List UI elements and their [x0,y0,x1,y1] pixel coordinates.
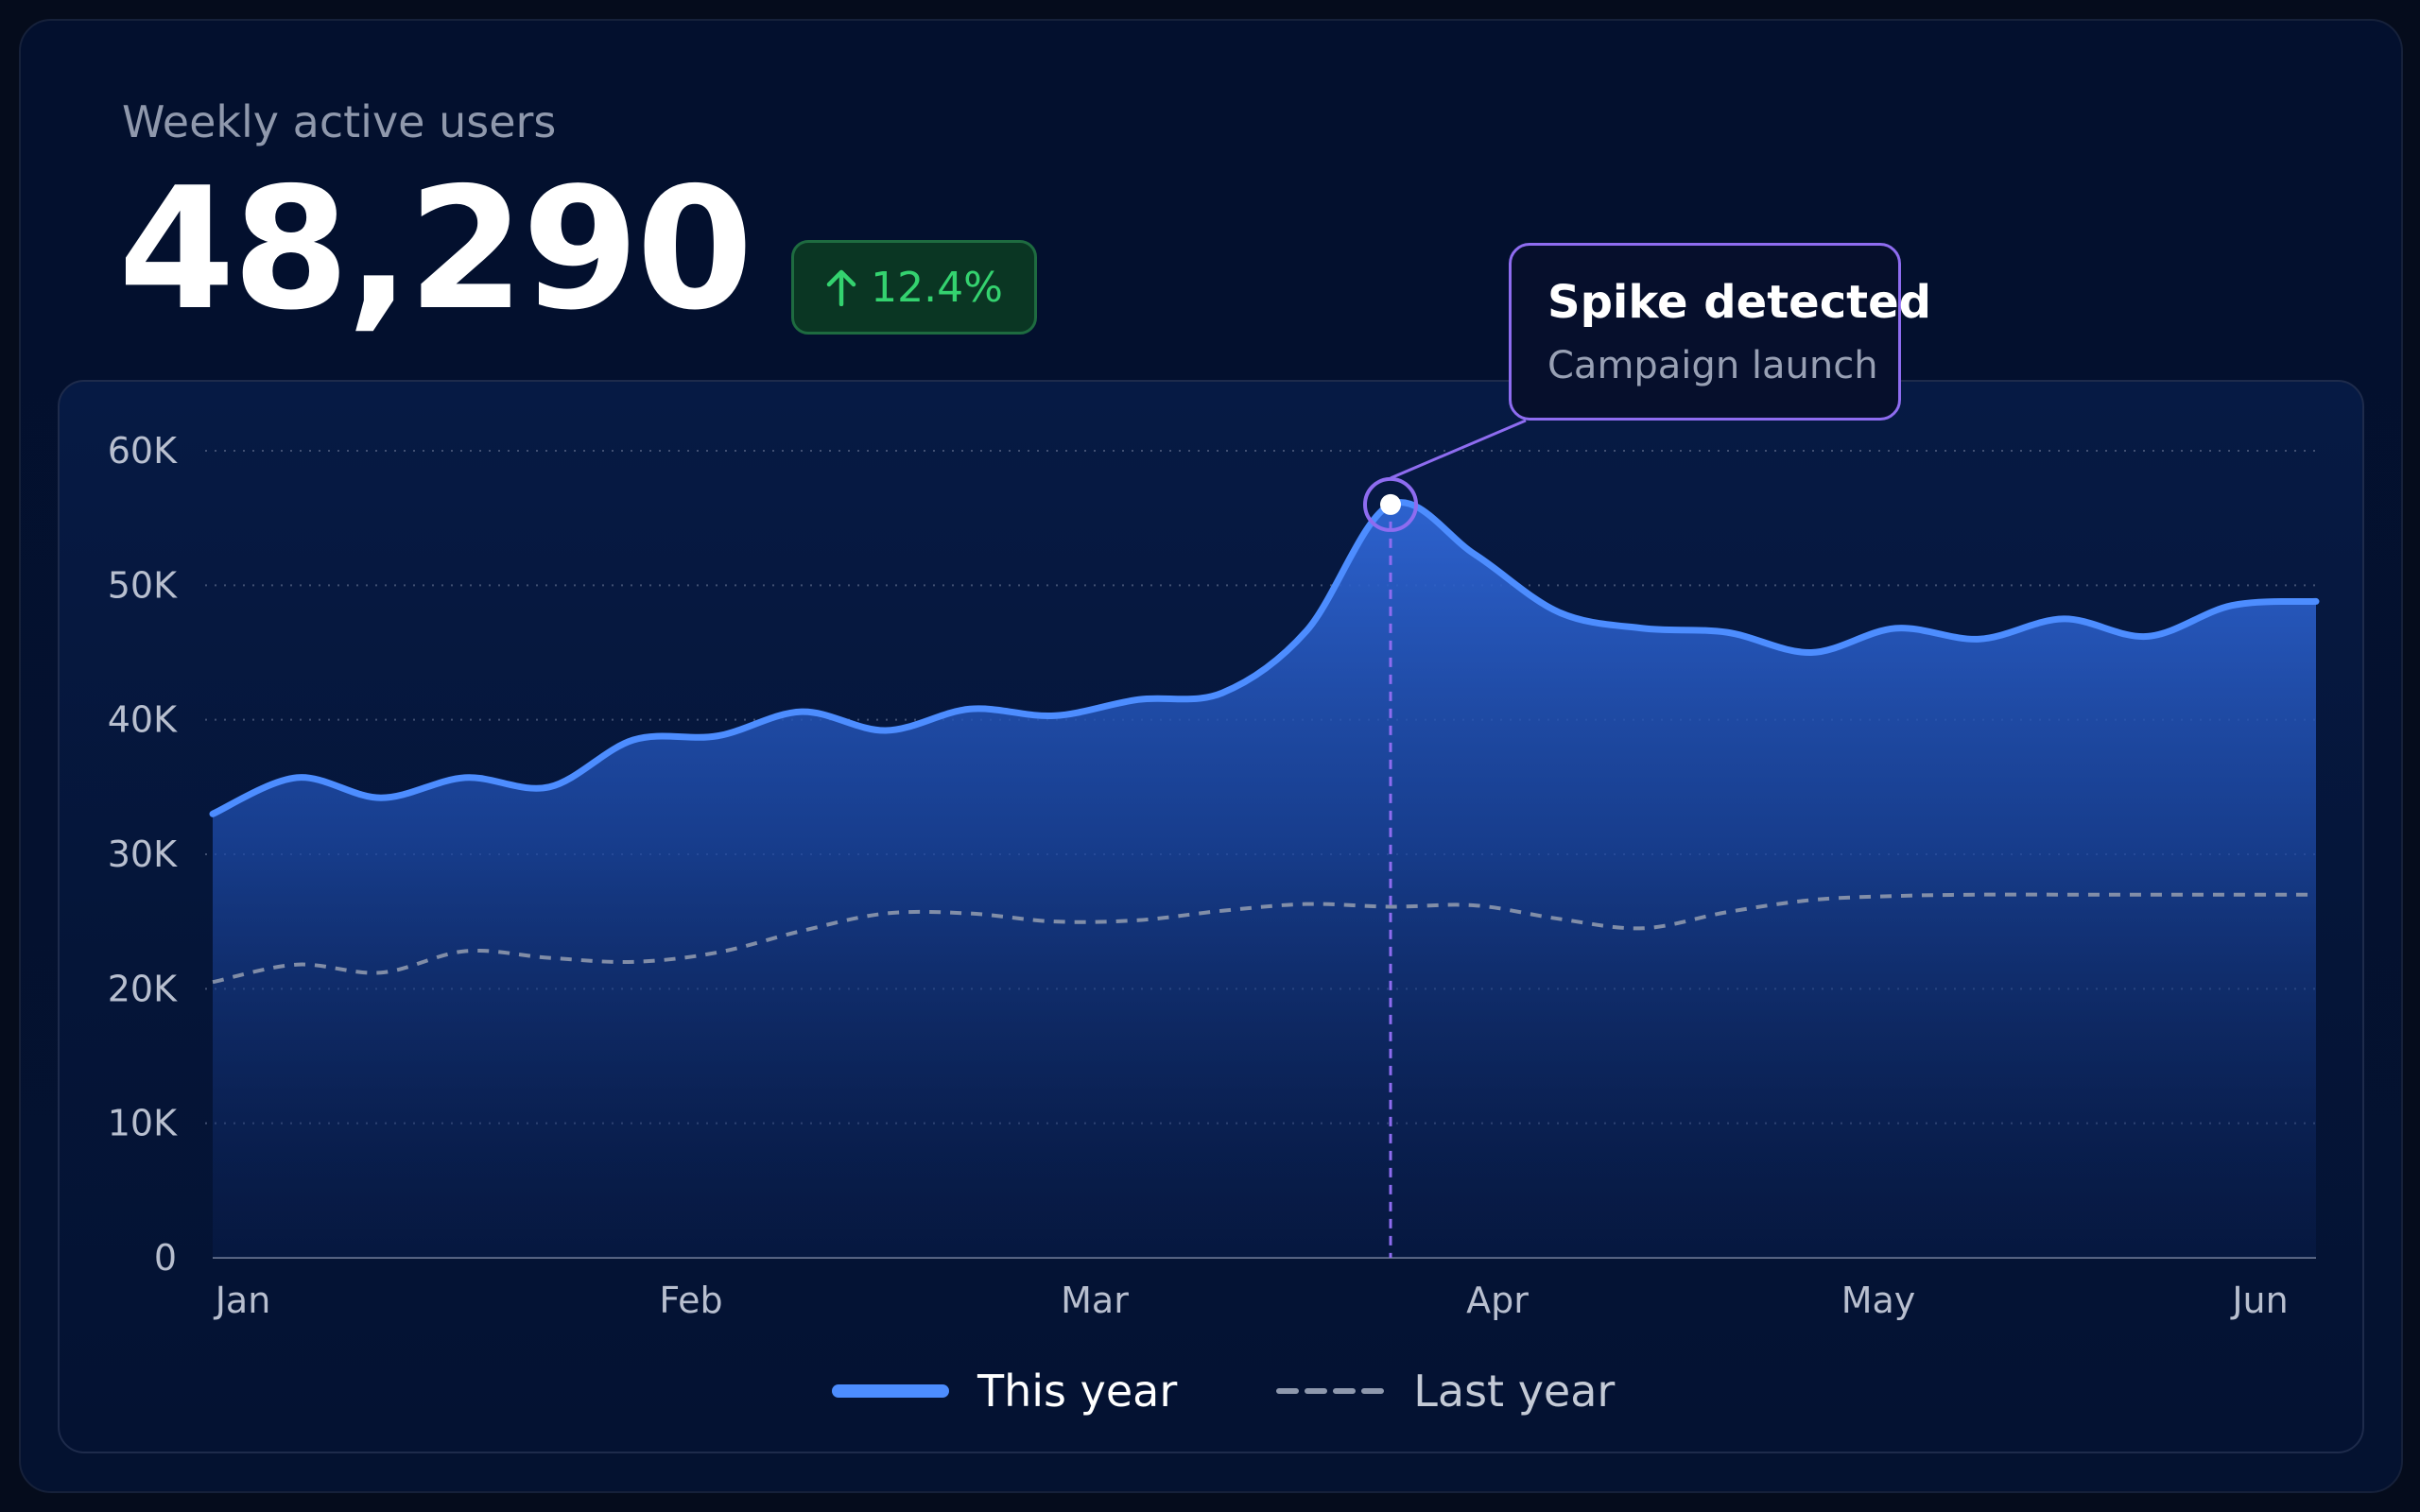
data-point-last-year [1219,908,1225,914]
data-point-last-year [799,928,804,934]
y-tick-label: 40K [108,699,178,741]
y-tick-label: 50K [108,564,178,606]
tooltip-subtitle: Campaign launch [1547,344,1878,387]
data-point-this-year [631,737,636,743]
annotation-point [1380,493,1401,515]
data-point-last-year [210,979,216,985]
tooltip-title: Spike detected [1547,276,1932,329]
annotation-connector [1390,419,1527,480]
data-point-this-year [799,709,804,714]
spike-tooltip: Spike detected Campaign launch [1509,243,1932,421]
data-point-this-year [715,733,720,739]
data-point-this-year [2229,603,2235,609]
metric-value: 48,290 [118,151,753,347]
data-point-last-year [1135,918,1141,923]
data-point-this-year [967,706,973,712]
data-point-this-year [1135,696,1141,702]
data-point-this-year [378,795,384,800]
data-point-this-year [1977,636,1982,642]
data-point-this-year [294,775,300,781]
legend-item-this-year[interactable]: This year [832,1366,1177,1417]
data-point-this-year [2313,598,2319,604]
x-tick-label: Feb [659,1280,722,1321]
annotation-ring [1363,476,1418,532]
x-tick-label: Mar [1061,1280,1129,1321]
data-point-last-year [546,955,552,961]
change-value: 12.4% [871,263,1003,312]
x-tick-label: May [1841,1280,1916,1321]
x-tick-label: Jun [2230,1280,2288,1321]
legend-swatch-dashed [1275,1384,1385,1398]
data-point-last-year [1640,925,1646,931]
y-tick-label: 30K [108,833,178,875]
data-point-last-year [631,959,636,965]
y-tick-label: 60K [108,430,178,472]
data-point-last-year [2313,892,2319,898]
data-point-this-year [1724,629,1730,635]
data-point-this-year [1472,552,1478,558]
data-point-this-year [1556,610,1562,615]
data-point-this-year [1640,626,1646,631]
x-tick-label: Jan [214,1280,271,1321]
data-point-last-year [294,962,300,968]
data-point-last-year [378,970,384,975]
chart-legend: This year Last year [832,1361,1615,1421]
metric-title: Weekly active users [122,96,557,147]
data-point-this-year [1051,713,1057,718]
series-line-this-year [209,499,2320,817]
data-point-last-year [1556,916,1562,921]
data-point-last-year [462,948,468,954]
data-point-this-year [1808,650,1814,656]
arrow-up-icon [825,268,857,306]
data-point-last-year [715,950,720,955]
legend-item-last-year[interactable]: Last year [1275,1366,1615,1417]
series-line-last-year [212,892,2316,985]
data-point-last-year [1808,897,1814,902]
legend-label: This year [977,1366,1178,1417]
data-point-this-year [1304,628,1309,634]
data-point-this-year [546,784,552,790]
data-point-this-year [1219,690,1225,696]
data-point-last-year [967,911,973,917]
x-tick-label: Apr [1466,1280,1529,1321]
data-point-last-year [1893,893,1898,899]
y-tick-label: 20K [108,968,178,1009]
data-point-last-year [2229,892,2235,898]
data-point-this-year [210,811,216,816]
y-tick-label: 0 [154,1237,177,1279]
legend-swatch-solid [832,1384,949,1398]
data-point-last-year [1051,919,1057,924]
y-tick-label: 10K [108,1103,178,1144]
data-point-last-year [2061,892,2066,898]
data-point-last-year [1304,902,1309,907]
series-area-this-year [213,502,2316,1258]
data-point-last-year [2145,892,2151,898]
data-point-this-year [2145,633,2151,639]
data-point-this-year [883,728,889,733]
data-point-last-year [883,911,889,917]
data-point-last-year [1724,909,1730,915]
data-point-last-year [1977,892,1982,898]
data-point-this-year [462,775,468,781]
data-point-this-year [1893,626,1898,631]
data-point-last-year [1472,902,1478,908]
change-badge: 12.4% [791,240,1037,335]
data-point-this-year [2061,616,2066,622]
legend-label: Last year [1413,1366,1616,1417]
